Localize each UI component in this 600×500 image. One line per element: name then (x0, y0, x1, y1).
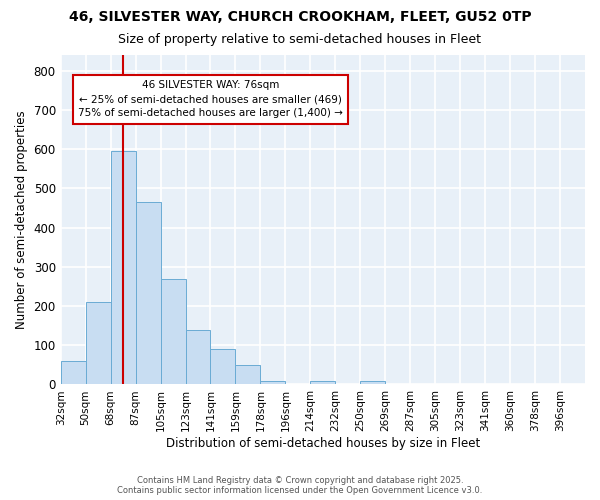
X-axis label: Distribution of semi-detached houses by size in Fleet: Distribution of semi-detached houses by … (166, 437, 480, 450)
Text: Size of property relative to semi-detached houses in Fleet: Size of property relative to semi-detach… (119, 32, 482, 46)
Text: 46, SILVESTER WAY, CHURCH CROOKHAM, FLEET, GU52 0TP: 46, SILVESTER WAY, CHURCH CROOKHAM, FLEE… (68, 10, 532, 24)
Bar (161, 278, 185, 384)
Text: Contains HM Land Registry data © Crown copyright and database right 2025.
Contai: Contains HM Land Registry data © Crown c… (118, 476, 482, 495)
Text: 46 SILVESTER WAY: 76sqm
← 25% of semi-detached houses are smaller (469)
75% of s: 46 SILVESTER WAY: 76sqm ← 25% of semi-de… (78, 80, 343, 118)
Bar (110, 151, 136, 384)
Y-axis label: Number of semi-detached properties: Number of semi-detached properties (15, 110, 28, 329)
Bar (310, 380, 335, 384)
Bar (360, 380, 385, 384)
Bar (136, 202, 161, 384)
Bar (235, 365, 260, 384)
Bar (211, 349, 235, 384)
Bar (185, 330, 211, 384)
Bar (61, 361, 86, 384)
Bar (86, 302, 110, 384)
Bar (260, 380, 286, 384)
